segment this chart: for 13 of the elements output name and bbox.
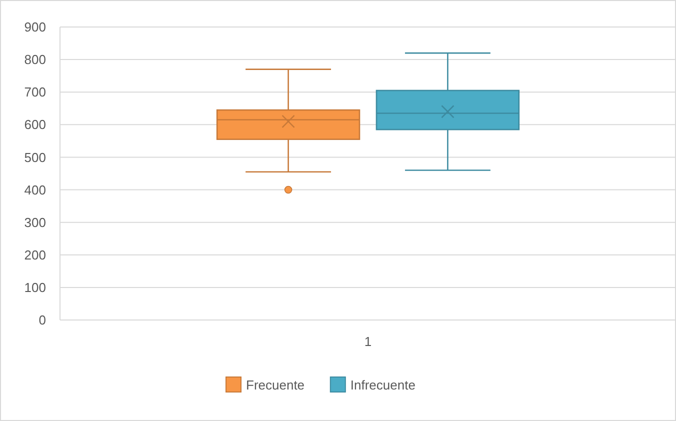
y-tick-label: 300 — [24, 214, 46, 230]
y-tick-label: 0 — [38, 312, 46, 328]
y-tick-label: 200 — [24, 247, 46, 262]
x-tick-label: 1 — [364, 334, 372, 349]
y-tick-label: 100 — [24, 280, 46, 295]
y-tick-label: 500 — [24, 150, 46, 165]
legend-label: Frecuente — [246, 378, 305, 393]
y-tick-label: 600 — [24, 117, 46, 132]
legend-label: Infrecuente — [350, 378, 416, 393]
y-tick-label: 800 — [24, 52, 46, 68]
y-tick-label: 900 — [24, 20, 46, 35]
y-tick-label: 700 — [24, 84, 46, 100]
y-tick-label: 400 — [24, 182, 46, 198]
